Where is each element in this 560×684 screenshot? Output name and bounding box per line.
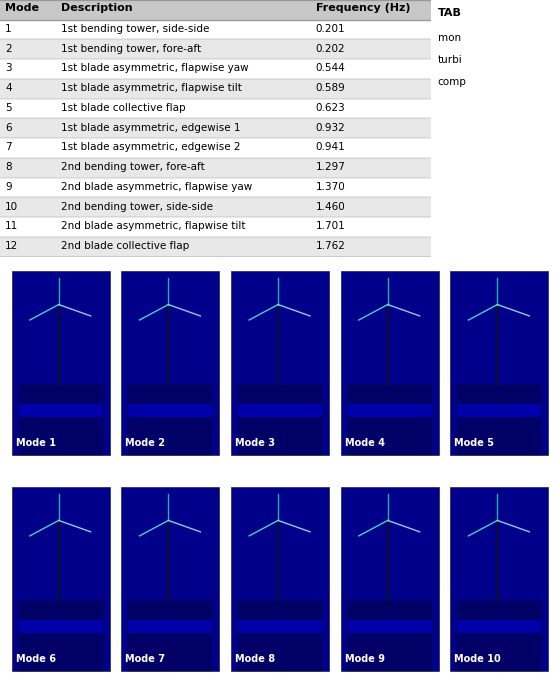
- Bar: [18, 620, 103, 633]
- Text: Description: Description: [61, 3, 133, 14]
- Bar: [0, 20, 431, 40]
- Text: 1st blade asymmetric, edgewise 2: 1st blade asymmetric, edgewise 2: [61, 142, 241, 153]
- Text: Mode 6: Mode 6: [16, 654, 55, 663]
- Text: 5: 5: [5, 103, 12, 113]
- Text: Mode 8: Mode 8: [235, 654, 275, 663]
- Text: Mode 4: Mode 4: [344, 438, 385, 448]
- Bar: [348, 404, 432, 417]
- Text: 1st bending tower, fore-aft: 1st bending tower, fore-aft: [61, 44, 202, 53]
- Bar: [238, 386, 322, 456]
- Bar: [122, 272, 220, 456]
- Text: 1st blade asymmetric, edgewise 1: 1st blade asymmetric, edgewise 1: [61, 122, 241, 133]
- Text: 2nd blade asymmetric, flapwise yaw: 2nd blade asymmetric, flapwise yaw: [61, 182, 253, 192]
- Text: 0.932: 0.932: [316, 122, 346, 133]
- Bar: [457, 620, 542, 633]
- Bar: [18, 601, 103, 671]
- Bar: [128, 386, 212, 456]
- Text: Mode: Mode: [5, 3, 39, 14]
- Text: Mode 1: Mode 1: [16, 438, 55, 448]
- Text: 2nd blade asymmetric, flapwise tilt: 2nd blade asymmetric, flapwise tilt: [61, 221, 246, 231]
- Text: turbi: turbi: [438, 55, 463, 65]
- Bar: [457, 404, 542, 417]
- Text: 4: 4: [5, 83, 12, 93]
- Text: Mode 2: Mode 2: [125, 438, 165, 448]
- Bar: [12, 488, 110, 671]
- Bar: [0, 197, 431, 217]
- Bar: [0, 98, 431, 118]
- Text: 2nd bending tower, side-side: 2nd bending tower, side-side: [61, 202, 213, 211]
- Bar: [348, 386, 432, 456]
- Text: 1.762: 1.762: [316, 241, 346, 251]
- Bar: [340, 272, 438, 456]
- Text: comp: comp: [438, 77, 466, 87]
- Text: 9: 9: [5, 182, 12, 192]
- Bar: [0, 60, 431, 79]
- Text: 1st bending tower, side-side: 1st bending tower, side-side: [61, 24, 209, 34]
- Text: Mode 9: Mode 9: [344, 654, 385, 663]
- Bar: [0, 217, 431, 237]
- Bar: [0, 79, 431, 98]
- Text: 0.589: 0.589: [316, 83, 346, 93]
- Text: 2: 2: [5, 44, 12, 53]
- Text: 2nd blade collective flap: 2nd blade collective flap: [61, 241, 189, 251]
- Bar: [238, 601, 322, 671]
- Text: 1.297: 1.297: [316, 162, 346, 172]
- Bar: [457, 386, 542, 456]
- Text: 10: 10: [5, 202, 18, 211]
- Text: mon: mon: [438, 34, 461, 43]
- Text: 1st blade asymmetric, flapwise tilt: 1st blade asymmetric, flapwise tilt: [61, 83, 242, 93]
- Text: 11: 11: [5, 221, 18, 231]
- Text: 0.544: 0.544: [316, 64, 346, 73]
- Bar: [231, 272, 329, 456]
- Text: 6: 6: [5, 122, 12, 133]
- Bar: [348, 620, 432, 633]
- Bar: [128, 620, 212, 633]
- Bar: [450, 272, 548, 456]
- Bar: [12, 272, 110, 456]
- Text: 1st blade collective flap: 1st blade collective flap: [61, 103, 186, 113]
- Text: 1: 1: [5, 24, 12, 34]
- Text: 1st blade asymmetric, flapwise yaw: 1st blade asymmetric, flapwise yaw: [61, 64, 249, 73]
- Bar: [340, 488, 438, 671]
- Bar: [348, 601, 432, 671]
- Text: 0.202: 0.202: [316, 44, 346, 53]
- Text: 12: 12: [5, 241, 18, 251]
- Bar: [0, 40, 431, 60]
- Bar: [0, 178, 431, 197]
- Text: 2nd bending tower, fore-aft: 2nd bending tower, fore-aft: [61, 162, 205, 172]
- Bar: [128, 404, 212, 417]
- Bar: [0, 158, 431, 178]
- Text: 0.623: 0.623: [316, 103, 346, 113]
- Text: TAB: TAB: [438, 8, 461, 18]
- Bar: [0, 118, 431, 138]
- Text: Mode 7: Mode 7: [125, 654, 165, 663]
- Bar: [0, 138, 431, 158]
- Bar: [238, 620, 322, 633]
- Text: Frequency (Hz): Frequency (Hz): [316, 3, 410, 14]
- Bar: [231, 488, 329, 671]
- Text: Mode 3: Mode 3: [235, 438, 275, 448]
- Bar: [0, 0, 431, 20]
- Bar: [450, 488, 548, 671]
- Text: Mode 5: Mode 5: [454, 438, 494, 448]
- Bar: [0, 237, 431, 256]
- Text: 1.370: 1.370: [316, 182, 346, 192]
- Bar: [238, 404, 322, 417]
- Text: 1.460: 1.460: [316, 202, 346, 211]
- Bar: [128, 601, 212, 671]
- Text: 0.941: 0.941: [316, 142, 346, 153]
- Text: 7: 7: [5, 142, 12, 153]
- Text: Mode 10: Mode 10: [454, 654, 501, 663]
- Bar: [18, 404, 103, 417]
- Text: 1.701: 1.701: [316, 221, 346, 231]
- Text: 8: 8: [5, 162, 12, 172]
- Bar: [18, 386, 103, 456]
- Bar: [457, 601, 542, 671]
- Text: 0.201: 0.201: [316, 24, 346, 34]
- Bar: [122, 488, 220, 671]
- Text: 3: 3: [5, 64, 12, 73]
